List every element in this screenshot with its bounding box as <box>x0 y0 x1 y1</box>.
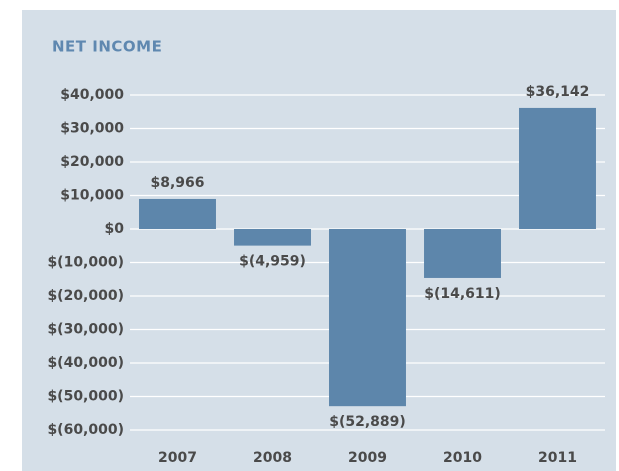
bar <box>234 229 311 246</box>
y-tick-label: $(10,000) <box>47 255 124 271</box>
data-label: $(4,959) <box>239 254 306 270</box>
bar <box>329 229 406 407</box>
y-tick-label: $30,000 <box>60 121 124 137</box>
y-tick-label: $(30,000) <box>47 322 124 338</box>
bar <box>424 229 501 278</box>
y-tick-label: $10,000 <box>60 188 124 204</box>
x-tick-label: 2009 <box>348 450 387 466</box>
chart-title: NET INCOME <box>52 38 162 56</box>
x-tick-label: 2011 <box>538 450 577 466</box>
data-label: $(14,611) <box>424 286 501 302</box>
y-tick-label: $(50,000) <box>47 389 124 405</box>
data-label: $(52,889) <box>329 414 406 430</box>
data-label: $36,142 <box>526 84 590 100</box>
y-tick-label: $(40,000) <box>47 355 124 371</box>
chart-background <box>22 10 616 471</box>
y-tick-label: $0 <box>105 221 125 237</box>
y-tick-label: $40,000 <box>60 87 124 103</box>
y-tick-label: $20,000 <box>60 154 124 170</box>
x-tick-label: 2010 <box>443 450 482 466</box>
data-label: $8,966 <box>150 175 204 191</box>
bar <box>519 107 596 229</box>
y-tick-label: $(60,000) <box>47 422 124 438</box>
x-tick-label: 2008 <box>253 450 292 466</box>
bar <box>139 198 216 229</box>
y-tick-label: $(20,000) <box>47 288 124 304</box>
x-tick-label: 2007 <box>158 450 197 466</box>
